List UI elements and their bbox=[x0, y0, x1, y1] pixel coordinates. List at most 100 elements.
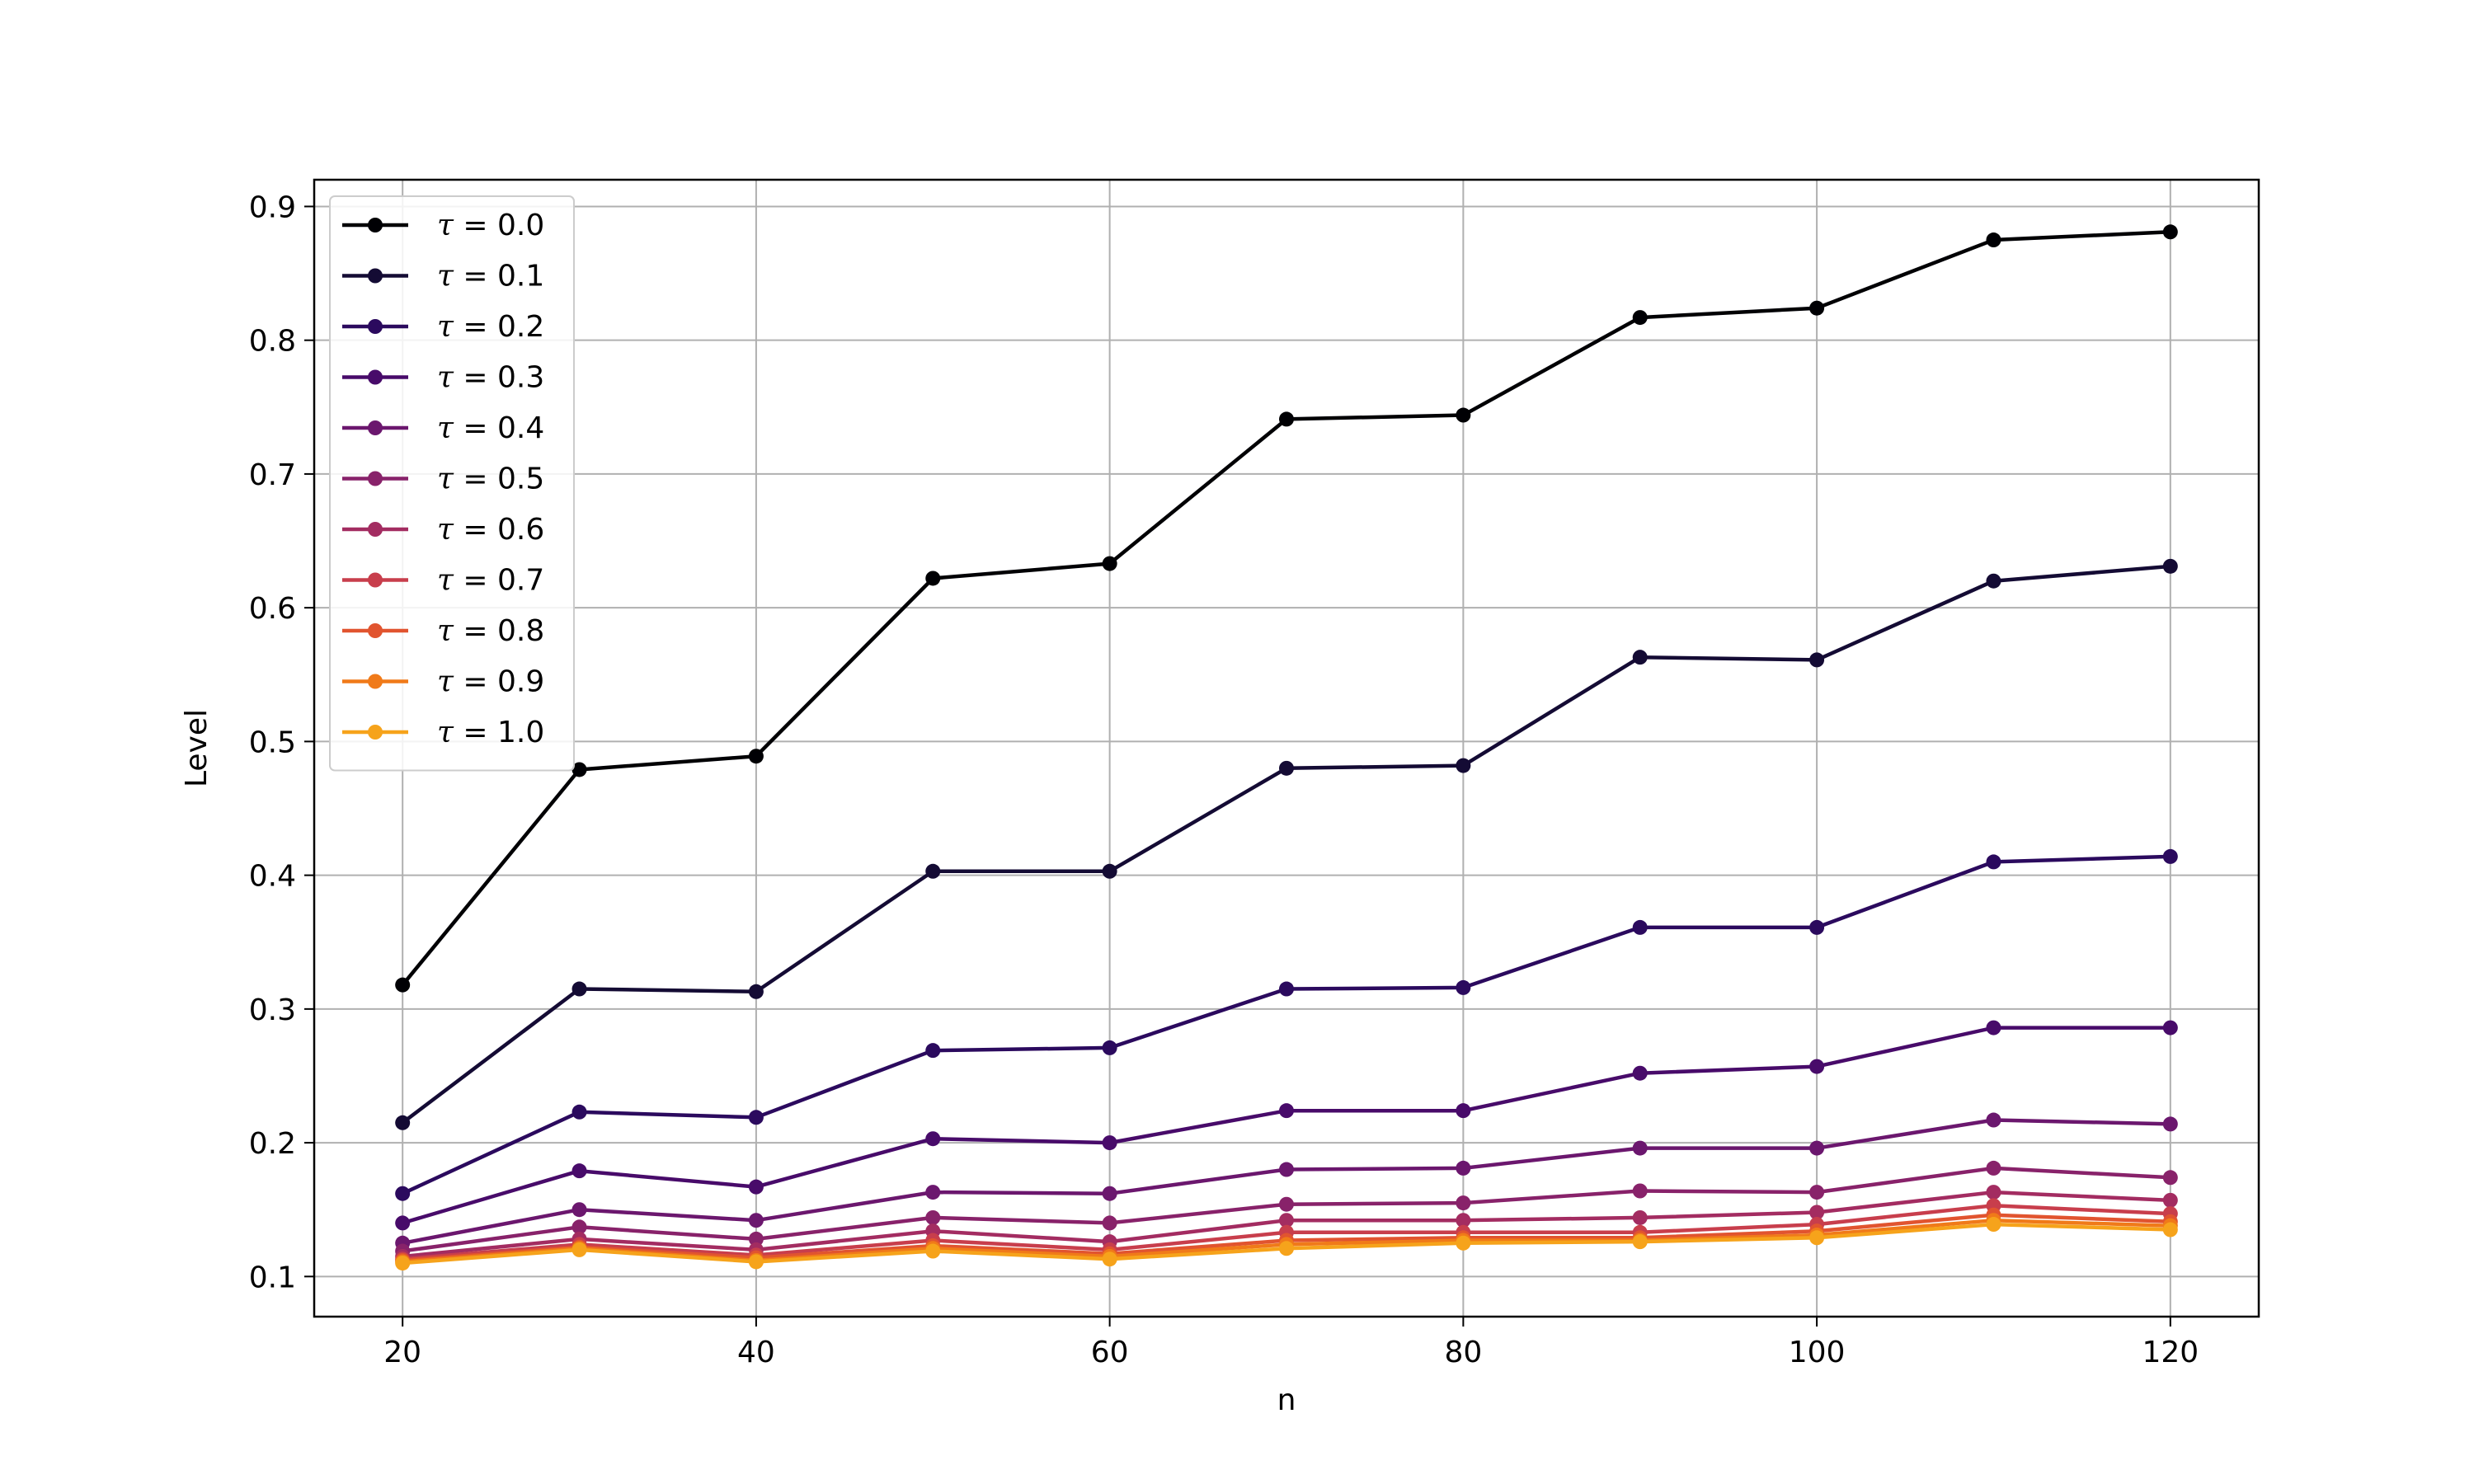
y-tick-label: 0.5 bbox=[249, 726, 296, 759]
x-axis-label: n bbox=[1277, 1383, 1296, 1417]
data-point bbox=[1102, 1135, 1117, 1151]
data-point bbox=[571, 762, 587, 777]
legend-label: τ = 0.2 bbox=[437, 310, 544, 344]
legend-marker bbox=[368, 674, 383, 689]
x-tick-label: 80 bbox=[1444, 1336, 1482, 1369]
data-point bbox=[1456, 1213, 1471, 1228]
grid bbox=[314, 180, 2259, 1317]
data-point bbox=[1632, 650, 1648, 665]
data-point bbox=[1809, 652, 1825, 668]
data-point bbox=[1279, 1103, 1294, 1119]
y-tick-label: 0.8 bbox=[249, 325, 296, 359]
data-point bbox=[925, 1043, 941, 1059]
legend-symbol: τ bbox=[437, 260, 454, 294]
legend-symbol: τ bbox=[437, 665, 454, 699]
data-point bbox=[1632, 1140, 1648, 1156]
data-point bbox=[571, 1242, 587, 1257]
data-point bbox=[1279, 411, 1294, 427]
data-point bbox=[395, 977, 411, 993]
legend-marker bbox=[368, 572, 383, 588]
data-point bbox=[748, 1179, 764, 1195]
legend-symbol: τ bbox=[437, 716, 454, 749]
legend-symbol: τ bbox=[437, 361, 454, 395]
legend-marker bbox=[368, 218, 383, 232]
data-point bbox=[1986, 1185, 2001, 1200]
data-point bbox=[1279, 1196, 1294, 1212]
data-point bbox=[1809, 1230, 1825, 1246]
legend-label: τ = 0.0 bbox=[437, 209, 544, 242]
data-point bbox=[1279, 760, 1294, 776]
data-point bbox=[1809, 1140, 1825, 1156]
series-layer bbox=[395, 224, 2178, 1271]
data-point bbox=[1809, 300, 1825, 316]
y-tick-label: 0.3 bbox=[249, 993, 296, 1027]
legend-marker bbox=[368, 319, 383, 334]
data-point bbox=[1986, 1217, 2001, 1233]
data-point bbox=[1456, 1195, 1471, 1211]
legend-item: τ = 0.1 bbox=[342, 260, 544, 294]
legend-label: τ = 0.1 bbox=[437, 260, 544, 294]
data-point bbox=[748, 749, 764, 764]
x-tick-label: 40 bbox=[737, 1336, 775, 1369]
legend-item: τ = 0.4 bbox=[342, 411, 544, 445]
data-point bbox=[925, 863, 941, 879]
data-point bbox=[925, 571, 941, 586]
data-point bbox=[1279, 1241, 1294, 1256]
data-point bbox=[571, 1202, 587, 1218]
data-point bbox=[1102, 1040, 1117, 1055]
legend-value: = 0.0 bbox=[454, 209, 544, 242]
data-point bbox=[2162, 1170, 2178, 1186]
data-point bbox=[748, 1213, 764, 1228]
legend-item: τ = 0.2 bbox=[342, 310, 544, 344]
x-tick-label: 120 bbox=[2142, 1336, 2199, 1369]
legend-value: = 0.5 bbox=[454, 463, 544, 496]
data-point bbox=[1102, 1252, 1117, 1267]
data-point bbox=[571, 981, 587, 997]
legend-symbol: τ bbox=[437, 513, 454, 547]
data-point bbox=[2162, 848, 2178, 864]
legend-item: τ = 0.5 bbox=[342, 463, 544, 496]
legend-label: τ = 0.7 bbox=[437, 564, 544, 598]
data-point bbox=[1986, 1112, 2001, 1128]
data-point bbox=[1279, 981, 1294, 997]
y-tick-label: 0.9 bbox=[249, 190, 296, 224]
legend-label: τ = 1.0 bbox=[437, 716, 544, 749]
series-group bbox=[395, 1112, 2178, 1251]
data-point bbox=[1809, 919, 1825, 935]
data-point bbox=[748, 1231, 764, 1247]
series-group bbox=[395, 224, 2178, 993]
y-tick-label: 0.4 bbox=[249, 860, 296, 894]
data-point bbox=[1809, 1059, 1825, 1074]
data-point bbox=[1632, 1209, 1648, 1225]
data-point bbox=[1986, 232, 2001, 248]
data-point bbox=[2162, 1020, 2178, 1036]
data-point bbox=[1632, 1183, 1648, 1199]
legend-marker bbox=[368, 623, 383, 638]
data-point bbox=[395, 1115, 411, 1130]
data-point bbox=[1632, 1234, 1648, 1250]
data-point bbox=[1279, 1213, 1294, 1228]
legend-value: = 0.6 bbox=[454, 513, 544, 547]
legend-label: τ = 0.8 bbox=[437, 614, 544, 648]
data-point bbox=[2162, 1116, 2178, 1132]
legend-symbol: τ bbox=[437, 564, 454, 598]
data-point bbox=[571, 1163, 587, 1179]
data-point bbox=[1456, 1235, 1471, 1251]
data-point bbox=[748, 1254, 764, 1270]
legend-marker bbox=[368, 369, 383, 385]
series-group bbox=[395, 1020, 2178, 1231]
data-point bbox=[1809, 1205, 1825, 1220]
data-point bbox=[1456, 1103, 1471, 1119]
series-group bbox=[395, 1217, 2178, 1271]
data-point bbox=[748, 984, 764, 999]
legend-marker bbox=[368, 268, 383, 284]
legend-symbol: τ bbox=[437, 209, 454, 242]
data-point bbox=[1102, 1215, 1117, 1231]
legend-box bbox=[329, 195, 575, 772]
data-point bbox=[1456, 407, 1471, 423]
legend-item: τ = 0.8 bbox=[342, 614, 544, 648]
data-point bbox=[1632, 310, 1648, 326]
legend-label: τ = 0.4 bbox=[437, 411, 544, 445]
y-tick-label: 0.1 bbox=[249, 1261, 296, 1294]
